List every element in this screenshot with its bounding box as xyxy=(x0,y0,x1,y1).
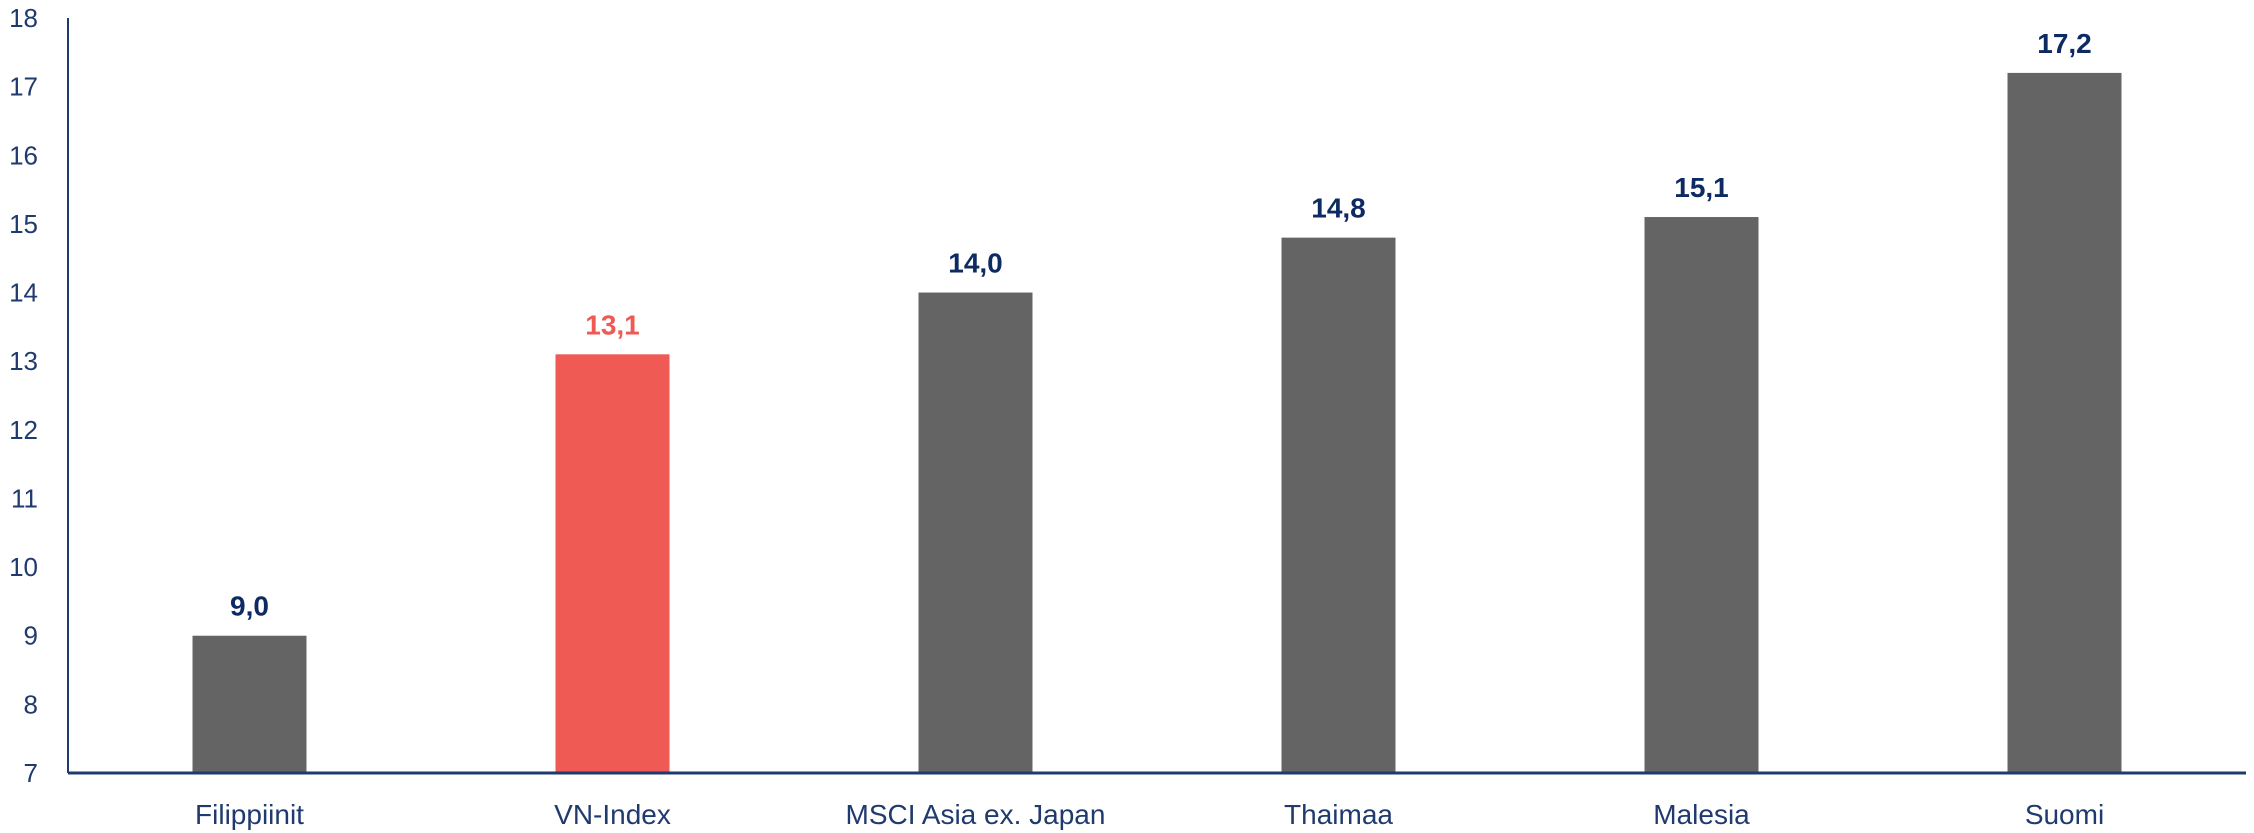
bar xyxy=(1281,237,1396,774)
data-label: 9,0 xyxy=(230,591,269,622)
data-label: 17,2 xyxy=(2037,28,2092,59)
y-tick-label: 10 xyxy=(9,552,38,582)
y-tick-label: 12 xyxy=(9,415,38,445)
data-labels: 9,0 13,1 14,0 14,8 15,1 17,2 xyxy=(230,28,2092,622)
y-axis-ticks: 7 8 9 10 11 12 13 14 15 16 17 18 xyxy=(9,3,38,788)
y-tick-label: 9 xyxy=(24,621,38,651)
x-tick-label: Malesia xyxy=(1653,799,1750,830)
bar xyxy=(192,635,307,773)
bar xyxy=(2007,72,2122,774)
y-tick-label: 11 xyxy=(11,483,38,513)
y-tick-label: 8 xyxy=(24,689,38,719)
data-label: 14,0 xyxy=(948,248,1003,279)
bar xyxy=(1644,217,1759,773)
x-tick-label: VN-Index xyxy=(554,799,671,830)
x-tick-label: Filippiinit xyxy=(195,799,304,830)
data-label: 13,1 xyxy=(585,309,640,340)
y-tick-label: 15 xyxy=(9,209,38,239)
y-tick-label: 17 xyxy=(9,72,38,102)
x-tick-label: Suomi xyxy=(2025,799,2104,830)
x-tick-label: Thaimaa xyxy=(1284,799,1393,830)
bar xyxy=(555,354,670,773)
y-tick-label: 7 xyxy=(24,758,38,788)
data-label: 15,1 xyxy=(1674,172,1729,203)
y-tick-label: 16 xyxy=(9,140,38,170)
x-axis-labels: Filippiinit VN-Index MSCI Asia ex. Japan Th… xyxy=(195,799,2104,830)
bars xyxy=(192,72,2122,774)
y-tick-label: 14 xyxy=(9,278,38,308)
bar xyxy=(918,292,1033,773)
y-tick-label: 13 xyxy=(9,346,38,376)
data-label: 14,8 xyxy=(1311,193,1366,224)
x-tick-label: MSCI Asia ex. Japan xyxy=(846,799,1106,830)
y-tick-label: 18 xyxy=(9,3,38,33)
